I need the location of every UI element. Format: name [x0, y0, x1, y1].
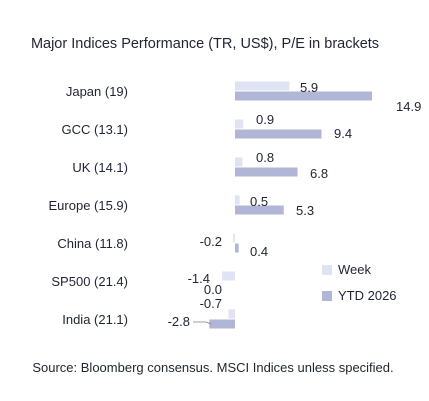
bar-week-japan — [235, 81, 290, 91]
bar-ytd-europe — [235, 205, 284, 215]
value-label-ytd-gcc: 9.4 — [334, 126, 352, 141]
value-labels: 5.9 0.9 0.8 0.5 -0.2 -1.4 -0.7 14.9 9.4 6.8 5.3 0.4… — [168, 80, 422, 329]
bar-week-sp500 — [222, 271, 235, 281]
category-label-europe: Europe (15.9) — [49, 198, 129, 213]
legend-swatch-week — [322, 265, 332, 275]
value-label-ytd-europe: 5.3 — [296, 203, 314, 218]
value-label-week-china: -0.2 — [200, 234, 222, 249]
bars-layer — [209, 81, 373, 329]
category-label-india: India (21.1) — [62, 312, 128, 327]
value-label-ytd-india: -2.8 — [168, 314, 190, 329]
category-label-sp500: SP500 (21.4) — [51, 274, 128, 289]
source-note: Source: Bloomberg consensus. MSCI Indice… — [32, 360, 393, 375]
legend-label-ytd: YTD 2026 — [338, 288, 397, 303]
legend: Week YTD 2026 — [322, 262, 397, 303]
category-label-china: China (11.8) — [57, 236, 128, 251]
bar-ytd-japan — [235, 91, 373, 101]
bar-week-india — [228, 309, 235, 319]
bar-ytd-india — [209, 319, 235, 329]
value-label-ytd-sp500: 0.0 — [204, 282, 222, 297]
value-label-week-japan: 5.9 — [300, 80, 318, 95]
value-label-ytd-japan: 14.9 — [396, 99, 421, 114]
value-label-ytd-uk: 6.8 — [310, 166, 328, 181]
bar-week-europe — [235, 195, 240, 205]
bar-week-uk — [235, 157, 243, 167]
chart-title: Major Indices Performance (TR, US$), P/E… — [31, 36, 379, 52]
bar-ytd-gcc — [235, 129, 322, 139]
category-labels: Japan (19) GCC (13.1) UK (14.1) Europe (15.… — [49, 84, 129, 327]
bar-week-china — [233, 233, 235, 243]
value-label-ytd-china: 0.4 — [250, 244, 268, 259]
value-label-week-uk: 0.8 — [256, 150, 274, 165]
value-label-week-europe: 0.5 — [250, 194, 268, 209]
category-label-japan: Japan (19) — [66, 84, 128, 99]
bar-ytd-china — [235, 243, 239, 253]
leader-line-india — [193, 321, 212, 325]
bar-week-gcc — [235, 119, 244, 129]
value-label-week-india: -0.7 — [200, 296, 222, 311]
value-label-week-gcc: 0.9 — [256, 112, 274, 127]
category-label-uk: UK (14.1) — [72, 160, 128, 175]
legend-swatch-ytd — [322, 291, 332, 301]
value-label-week-sp500: -1.4 — [188, 271, 210, 286]
legend-label-week: Week — [338, 262, 371, 277]
bar-ytd-uk — [235, 167, 298, 177]
category-label-gcc: GCC (13.1) — [62, 122, 128, 137]
